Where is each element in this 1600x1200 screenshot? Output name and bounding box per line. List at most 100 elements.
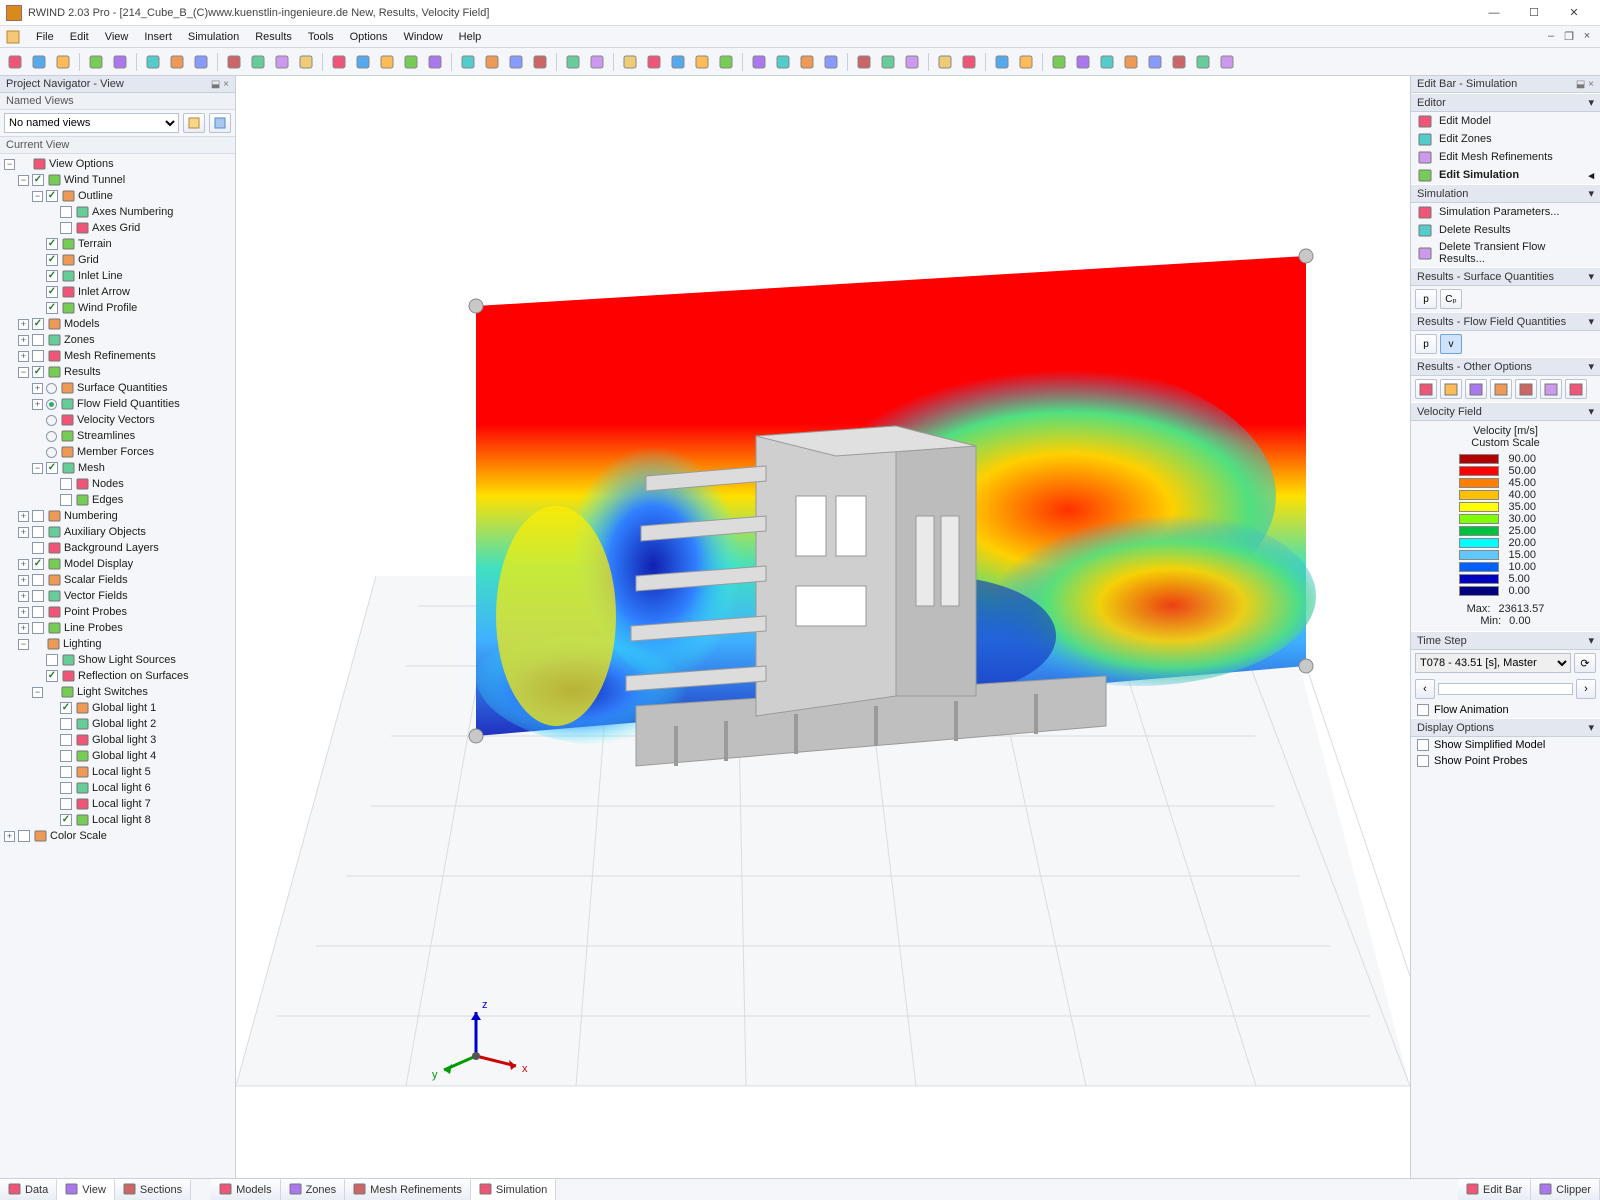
close-button[interactable]: ✕ xyxy=(1554,1,1594,25)
tree-item-numbering[interactable]: +Numbering xyxy=(0,508,235,524)
menu-insert[interactable]: Insert xyxy=(136,29,180,45)
d-button[interactable] xyxy=(1192,51,1214,73)
tree-item-auxiliary-objects[interactable]: +Auxiliary Objects xyxy=(0,524,235,540)
tree-checkbox[interactable] xyxy=(46,254,58,266)
results-flow-header[interactable]: Results - Flow Field Quantities▾ xyxy=(1411,312,1600,331)
timestep-scrollbar[interactable] xyxy=(1438,683,1573,695)
tree-checkbox[interactable] xyxy=(32,350,44,362)
tree-item-edges[interactable]: Edges xyxy=(0,492,235,508)
status-tab-sections[interactable]: Sections xyxy=(115,1179,191,1200)
zoom-window-button[interactable] xyxy=(400,51,422,73)
tree-checkbox[interactable] xyxy=(32,510,44,522)
tree-checkbox[interactable] xyxy=(46,270,58,282)
b-button[interactable] xyxy=(1144,51,1166,73)
flow-animation-row[interactable]: Flow Animation xyxy=(1411,702,1600,718)
redo-button[interactable] xyxy=(109,51,131,73)
rp-other-0[interactable] xyxy=(1415,379,1437,399)
editor-section-header[interactable]: Editor▾ xyxy=(1411,93,1600,112)
status-tab-models[interactable]: Models xyxy=(211,1179,280,1200)
tree-checkbox[interactable] xyxy=(46,462,58,474)
status-tab-view[interactable]: View xyxy=(57,1179,115,1200)
tree-item-reflection-on-surfaces[interactable]: Reflection on Surfaces xyxy=(0,668,235,684)
timestep-next-button[interactable]: › xyxy=(1576,679,1596,699)
view-iso-button[interactable] xyxy=(223,51,245,73)
velocity-field-header[interactable]: Velocity Field▾ xyxy=(1411,402,1600,421)
run-sim-button[interactable] xyxy=(562,51,584,73)
menu-edit[interactable]: Edit xyxy=(62,29,97,45)
tree-radio[interactable] xyxy=(46,399,57,410)
tree-item-inlet-arrow[interactable]: Inlet Arrow xyxy=(0,284,235,300)
tree-item-wind-profile[interactable]: Wind Profile xyxy=(0,300,235,316)
slice-y-button[interactable] xyxy=(772,51,794,73)
rp-other-3[interactable] xyxy=(1490,379,1512,399)
tree-checkbox[interactable] xyxy=(60,206,72,218)
stop-sim-button[interactable] xyxy=(586,51,608,73)
a-button[interactable] xyxy=(1120,51,1142,73)
tree-item-local-light-5[interactable]: Local light 5 xyxy=(0,764,235,780)
tree-checkbox[interactable] xyxy=(32,174,44,186)
save-file-button[interactable] xyxy=(52,51,74,73)
about-button[interactable] xyxy=(1096,51,1118,73)
help-button[interactable] xyxy=(1072,51,1094,73)
mdi-restore-icon[interactable]: ❐ xyxy=(1560,30,1578,43)
tree-item-lighting[interactable]: −Lighting xyxy=(0,636,235,652)
tree-radio[interactable] xyxy=(46,447,57,458)
status-tab-simulation[interactable]: Simulation xyxy=(471,1179,556,1200)
tree-item-light-switches[interactable]: −Light Switches xyxy=(0,684,235,700)
tree-checkbox[interactable] xyxy=(32,622,44,634)
tree-item-streamlines[interactable]: Streamlines xyxy=(0,428,235,444)
tree-checkbox[interactable] xyxy=(46,654,58,666)
timestep-prev-button[interactable]: ‹ xyxy=(1415,679,1435,699)
checkbox[interactable] xyxy=(1417,739,1429,751)
tree-item-global-light-1[interactable]: Global light 1 xyxy=(0,700,235,716)
tree-item-outline[interactable]: −Outline xyxy=(0,188,235,204)
paste-button[interactable] xyxy=(190,51,212,73)
tree-checkbox[interactable] xyxy=(46,238,58,250)
tree-item-color-scale[interactable]: +Color Scale xyxy=(0,828,235,844)
results-other-header[interactable]: Results - Other Options▾ xyxy=(1411,357,1600,376)
tree-checkbox[interactable] xyxy=(32,590,44,602)
tree-radio[interactable] xyxy=(46,383,57,394)
rp-other-5[interactable] xyxy=(1540,379,1562,399)
clip-button[interactable] xyxy=(853,51,875,73)
tree-item-scalar-fields[interactable]: +Scalar Fields xyxy=(0,572,235,588)
checkbox[interactable] xyxy=(1417,755,1429,767)
tree-checkbox[interactable] xyxy=(18,830,30,842)
rp-other-1[interactable] xyxy=(1440,379,1462,399)
named-views-manage-button[interactable] xyxy=(209,113,231,133)
menu-file[interactable]: File xyxy=(28,29,62,45)
isosurface-button[interactable] xyxy=(901,51,923,73)
tree-checkbox[interactable] xyxy=(60,702,72,714)
legend-button[interactable] xyxy=(934,51,956,73)
results-streamlines-button[interactable] xyxy=(715,51,737,73)
menu-window[interactable]: Window xyxy=(396,29,451,45)
tree-checkbox[interactable] xyxy=(60,718,72,730)
mdi-close-icon[interactable]: × xyxy=(1578,30,1596,43)
maximize-button[interactable]: ☐ xyxy=(1514,1,1554,25)
tree-checkbox[interactable] xyxy=(60,814,72,826)
tree-item-axes-numbering[interactable]: Axes Numbering xyxy=(0,204,235,220)
tree-item-terrain[interactable]: Terrain xyxy=(0,236,235,252)
slice-z-button[interactable] xyxy=(796,51,818,73)
rp-item-delete-transient-flow-results-[interactable]: Delete Transient Flow Results... xyxy=(1411,239,1600,267)
tree-radio[interactable] xyxy=(46,431,57,442)
mesh-grid-button[interactable] xyxy=(529,51,551,73)
rp-other-2[interactable] xyxy=(1465,379,1487,399)
display-options-header[interactable]: Display Options▾ xyxy=(1411,718,1600,737)
rp-toggle-v[interactable]: v xyxy=(1440,334,1462,354)
rotate-button[interactable] xyxy=(328,51,350,73)
mesh-button[interactable] xyxy=(481,51,503,73)
tree-item-axes-grid[interactable]: Axes Grid xyxy=(0,220,235,236)
tree-checkbox[interactable] xyxy=(60,766,72,778)
results-cp-button[interactable] xyxy=(643,51,665,73)
rp-item-simulation-parameters-[interactable]: Simulation Parameters... xyxy=(1411,203,1600,221)
results-velocity-button[interactable] xyxy=(667,51,689,73)
timestep-header[interactable]: Time Step▾ xyxy=(1411,631,1600,650)
tree-item-point-probes[interactable]: +Point Probes xyxy=(0,604,235,620)
menu-results[interactable]: Results xyxy=(247,29,300,45)
rp-item-edit-simulation[interactable]: Edit Simulation◂ xyxy=(1411,166,1600,184)
section-button[interactable] xyxy=(877,51,899,73)
tree-item-view-options[interactable]: −View Options xyxy=(0,156,235,172)
tree-item-local-light-6[interactable]: Local light 6 xyxy=(0,780,235,796)
panel-pin-icon[interactable]: ⬓ × xyxy=(1576,79,1594,90)
